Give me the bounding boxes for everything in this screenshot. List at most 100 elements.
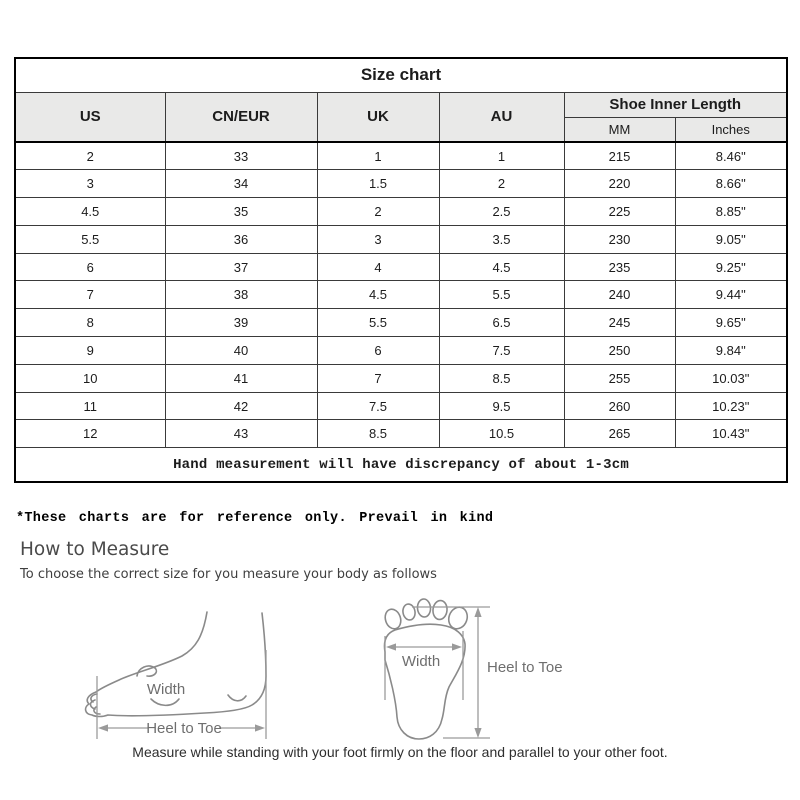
table-cell: 9.65" <box>674 308 788 338</box>
footnote-row: Hand measurement will have discrepancy o… <box>14 447 788 483</box>
table-cell: 6.5 <box>438 308 565 338</box>
top-toe <box>432 599 448 621</box>
table-row: 11 42 7.5 9.5 260 10.23" <box>14 391 788 421</box>
size-chart-table: Size chart US CN/EUR UK AU Shoe Inner Le… <box>14 57 788 483</box>
header-row: US CN/EUR UK AU Shoe Inner Length <box>14 91 788 143</box>
table-cell: 10.5 <box>438 419 565 449</box>
top-length-arrowhead-up <box>474 607 482 617</box>
side-dim-arrowhead-right <box>255 724 265 732</box>
table-cell: 3.5 <box>438 224 565 254</box>
column-header-inches: Inches <box>674 116 788 143</box>
table-cell: 1 <box>316 141 440 171</box>
table-cell: 9.25" <box>674 252 788 282</box>
table-cell: 33 <box>164 141 318 171</box>
table-cell: 35 <box>164 197 318 226</box>
table-row: 2 33 1 1 215 8.46" <box>14 141 788 171</box>
table-cell: 8.85" <box>674 197 788 226</box>
table-cell: 1 <box>438 141 565 171</box>
how-to-measure-subtitle: To choose the correct size for you measu… <box>20 567 437 582</box>
column-header-cneur: CN/EUR <box>164 91 318 143</box>
table-cell: 6 <box>14 252 166 282</box>
table-cell: 245 <box>563 308 676 338</box>
subheader-row: MM Inches <box>15 116 788 143</box>
how-to-measure-heading: How to Measure <box>20 539 170 560</box>
measure-diagram: Width Heel to Toe Width He <box>84 598 563 740</box>
table-cell: 34 <box>164 169 318 199</box>
reference-note: *These charts are for reference only. Pr… <box>16 511 494 526</box>
table-cell: 7.5 <box>316 391 440 421</box>
side-width-label: Width <box>147 681 185 698</box>
table-cell: 8 <box>14 308 166 338</box>
table-cell: 42 <box>164 391 318 421</box>
table-cell: 39 <box>164 308 318 338</box>
table-cell: 8.5 <box>438 363 565 393</box>
table-cell: 1.5 <box>316 169 440 199</box>
table-cell: 5.5 <box>438 280 565 310</box>
table-row: 5.5 36 3 3.5 230 9.05" <box>14 224 788 254</box>
column-header-mm: MM <box>563 116 676 143</box>
size-table-body: 2 33 1 1 215 8.46" 3 34 1.5 2 220 8.66" 4.5 35 2 2.5 225… <box>14 141 788 449</box>
table-cell: 220 <box>563 169 676 199</box>
table-cell: 230 <box>563 224 676 254</box>
table-cell: 2.5 <box>438 197 565 226</box>
side-ball-arc <box>150 698 180 707</box>
measure-caption: Measure while standing with your foot fi… <box>132 744 668 760</box>
table-cell: 38 <box>164 280 318 310</box>
table-cell: 2 <box>316 197 440 226</box>
table-cell: 9.05" <box>674 224 788 254</box>
table-cell: 11 <box>14 391 166 421</box>
table-cell: 255 <box>563 363 676 393</box>
table-cell: 12 <box>14 419 166 449</box>
table-cell: 40 <box>164 336 318 365</box>
table-cell: 4.5 <box>14 197 166 226</box>
table-cell: 225 <box>563 197 676 226</box>
column-header-us: US <box>14 91 166 143</box>
table-cell: 3 <box>14 169 166 199</box>
top-length-label: Heel to Toe <box>487 659 563 676</box>
table-row: 12 43 8.5 10.5 265 10.43" <box>14 419 788 449</box>
table-cell: 215 <box>563 141 676 171</box>
table-cell: 2 <box>14 141 166 171</box>
table-cell: 3 <box>316 224 440 254</box>
column-header-inner-length: Shoe Inner Length <box>563 91 788 118</box>
title-row: Size chart <box>14 57 788 93</box>
side-instep-loop <box>136 665 158 677</box>
table-row: 9 40 6 7.5 250 9.84" <box>14 336 788 365</box>
top-width-arrowhead-right <box>452 643 462 651</box>
top-width-arrowhead-left <box>386 643 396 651</box>
top-width-label: Width <box>402 653 440 670</box>
table-cell: 10.03" <box>674 363 788 393</box>
table-cell: 36 <box>164 224 318 254</box>
top-toe <box>402 603 416 621</box>
table-cell: 260 <box>563 391 676 421</box>
table-cell: 6 <box>316 336 440 365</box>
table-row: 3 34 1.5 2 220 8.66" <box>14 169 788 199</box>
table-row: 10 41 7 8.5 255 10.03" <box>14 363 788 393</box>
table-cell: 265 <box>563 419 676 449</box>
table-cell: 10.23" <box>674 391 788 421</box>
table-cell: 5.5 <box>14 224 166 254</box>
table-cell: 8.46" <box>674 141 788 171</box>
table-cell: 7 <box>316 363 440 393</box>
table-cell: 37 <box>164 252 318 282</box>
side-toe-detail <box>93 706 101 715</box>
top-toe <box>447 606 469 630</box>
table-cell: 9.44" <box>674 280 788 310</box>
table-cell: 8.66" <box>674 169 788 199</box>
table-cell: 235 <box>563 252 676 282</box>
table-title: Size chart <box>14 57 788 93</box>
side-length-label: Heel to Toe <box>146 720 222 737</box>
top-length-arrowhead-down <box>474 728 482 738</box>
table-cell: 8.5 <box>316 419 440 449</box>
top-toe <box>384 608 402 630</box>
table-cell: 43 <box>164 419 318 449</box>
top-toe <box>416 598 432 618</box>
side-arch-arc <box>227 694 247 702</box>
table-cell: 9.84" <box>674 336 788 365</box>
table-row: 6 37 4 4.5 235 9.25" <box>14 252 788 282</box>
table-cell: 7.5 <box>438 336 565 365</box>
table-row: 4.5 35 2 2.5 225 8.85" <box>14 197 788 226</box>
table-cell: 250 <box>563 336 676 365</box>
table-cell: 240 <box>563 280 676 310</box>
